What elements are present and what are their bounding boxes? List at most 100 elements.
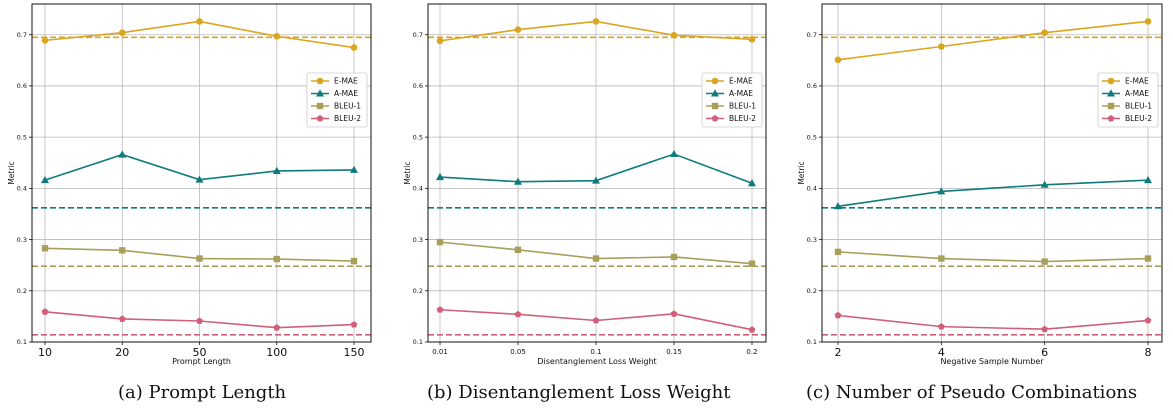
y-tick-label: 0.3 bbox=[807, 236, 817, 244]
legend: E-MAE A-MAE BLEU-1 BLEU-2 bbox=[306, 72, 368, 128]
data-point-e-mae bbox=[834, 56, 842, 64]
data-point-e-mae bbox=[196, 18, 203, 25]
data-point-bleu-1 bbox=[436, 238, 444, 246]
data-point-bleu-2 bbox=[937, 323, 945, 330]
x-axis-label: Negative Sample Number bbox=[940, 357, 1044, 366]
series-line-e-mae bbox=[837, 20, 1149, 61]
x-tick-label: 8 bbox=[1145, 346, 1152, 359]
legend-box bbox=[306, 72, 368, 128]
y-tick-label: 0.1 bbox=[807, 338, 817, 346]
data-point-bleu-1 bbox=[1041, 258, 1048, 265]
chart-panel-a: 0.1 0.2 0.3 0.4 0.5 0.6 0.7 10 20 50 100 150 Prompt … bbox=[7, 3, 372, 366]
y-tick-label: 0.2 bbox=[807, 287, 817, 295]
x-tick-label: 0.05 bbox=[510, 348, 526, 356]
y-tick-label: 0.6 bbox=[413, 82, 423, 90]
x-tick-label: 20 bbox=[115, 346, 129, 359]
legend-box bbox=[1097, 72, 1159, 128]
data-point-bleu-1 bbox=[273, 255, 280, 263]
data-point-e-mae bbox=[514, 26, 522, 33]
legend-marker-bleu-1 bbox=[1107, 102, 1115, 110]
x-tick-label: 50 bbox=[193, 346, 207, 359]
data-point-bleu-1 bbox=[514, 246, 522, 254]
data-point-bleu-1 bbox=[834, 248, 842, 256]
data-point-bleu-2 bbox=[592, 316, 600, 324]
y-tick-label: 0.5 bbox=[807, 133, 817, 141]
legend-label-bleu-1: BLEU-1 bbox=[1125, 102, 1152, 111]
y-tick-label: 0.1 bbox=[17, 338, 27, 346]
x-tick-label: 4 bbox=[938, 346, 945, 359]
legend-box bbox=[701, 72, 763, 128]
data-point-a-mae bbox=[350, 165, 358, 173]
y-axis-label: Metric bbox=[797, 161, 806, 184]
y-axis-label: Metric bbox=[7, 161, 16, 184]
y-tick-label: 0.6 bbox=[807, 82, 817, 90]
legend-marker-bleu-2 bbox=[316, 114, 324, 122]
x-tick-label: 10 bbox=[38, 346, 52, 359]
data-point-bleu-2 bbox=[118, 315, 126, 322]
y-tick-label: 0.4 bbox=[413, 185, 423, 193]
legend-label-e-mae: E-MAE bbox=[729, 77, 753, 86]
data-point-a-mae bbox=[748, 179, 756, 187]
data-point-bleu-2 bbox=[514, 310, 522, 318]
legend-label-bleu-1: BLEU-1 bbox=[729, 102, 756, 111]
data-point-e-mae bbox=[1144, 18, 1152, 25]
y-tick-label: 0.3 bbox=[413, 236, 423, 244]
y-tick-label: 0.5 bbox=[413, 133, 423, 141]
plot-frame bbox=[31, 3, 372, 343]
legend-label-e-mae: E-MAE bbox=[334, 77, 358, 86]
x-tick-label: 150 bbox=[344, 346, 365, 359]
data-point-a-mae bbox=[592, 176, 600, 184]
data-point-bleu-1 bbox=[350, 257, 358, 265]
x-tick-label: 2 bbox=[835, 346, 842, 359]
data-point-a-mae bbox=[937, 187, 946, 195]
series-line-bleu-1 bbox=[837, 251, 1149, 263]
y-tick-label: 0.5 bbox=[17, 133, 27, 141]
y-tick-label: 0.4 bbox=[17, 185, 27, 193]
legend-marker-a-mae bbox=[1107, 89, 1115, 97]
data-point-a-mae bbox=[41, 175, 49, 184]
data-point-bleu-2 bbox=[273, 324, 281, 331]
data-point-a-mae bbox=[195, 175, 204, 183]
legend-label-a-mae: A-MAE bbox=[729, 89, 753, 98]
data-point-a-mae bbox=[1144, 175, 1152, 184]
data-point-e-mae bbox=[748, 36, 756, 43]
series-line-a-mae bbox=[837, 179, 1149, 208]
caption-c: (c) Number of Pseudo Combinations bbox=[806, 382, 1138, 403]
data-point-bleu-1 bbox=[938, 255, 945, 262]
legend-marker-bleu-2 bbox=[711, 114, 719, 122]
x-axis-label: Disentanglement Loss Weight bbox=[537, 357, 656, 366]
data-point-a-mae bbox=[670, 149, 678, 158]
data-point-bleu-2 bbox=[748, 326, 756, 333]
data-point-bleu-2 bbox=[436, 306, 444, 313]
y-tick-label: 0.4 bbox=[807, 185, 817, 193]
chart-panel-b: 0.1 0.2 0.3 0.4 0.5 0.6 0.7 0.01 0.05 0.1 0.15 0.2 D… bbox=[403, 3, 767, 366]
legend-label-a-mae: A-MAE bbox=[334, 89, 358, 98]
plot-frame bbox=[427, 3, 767, 343]
data-point-bleu-2 bbox=[834, 311, 842, 319]
legend-marker-e-mae bbox=[316, 77, 324, 85]
caption-b: (b) Disentanglement Loss Weight bbox=[427, 382, 731, 403]
data-point-bleu-1 bbox=[670, 253, 678, 261]
x-tick-label: 100 bbox=[266, 346, 287, 359]
legend-marker-a-mae bbox=[316, 89, 324, 97]
data-point-bleu-2 bbox=[1144, 316, 1152, 324]
data-point-bleu-2 bbox=[670, 310, 678, 317]
legend-label-bleu-1: BLEU-1 bbox=[334, 102, 361, 111]
legend-marker-e-mae bbox=[1107, 77, 1115, 85]
legend-marker-a-mae bbox=[711, 89, 719, 97]
legend-marker-bleu-1 bbox=[316, 102, 324, 110]
data-point-bleu-1 bbox=[592, 255, 600, 262]
data-point-e-mae bbox=[350, 44, 358, 51]
data-point-bleu-1 bbox=[1144, 255, 1152, 262]
y-tick-label: 0.7 bbox=[413, 31, 423, 39]
data-point-e-mae bbox=[436, 37, 444, 45]
x-tick-label: 0.1 bbox=[590, 348, 601, 356]
data-point-e-mae bbox=[670, 31, 678, 39]
y-tick-label: 0.7 bbox=[807, 31, 817, 39]
data-point-e-mae bbox=[41, 37, 49, 44]
legend-marker-bleu-2 bbox=[1107, 114, 1115, 122]
caption-a: (a) Prompt Length bbox=[118, 382, 287, 403]
data-point-bleu-1 bbox=[196, 255, 203, 262]
